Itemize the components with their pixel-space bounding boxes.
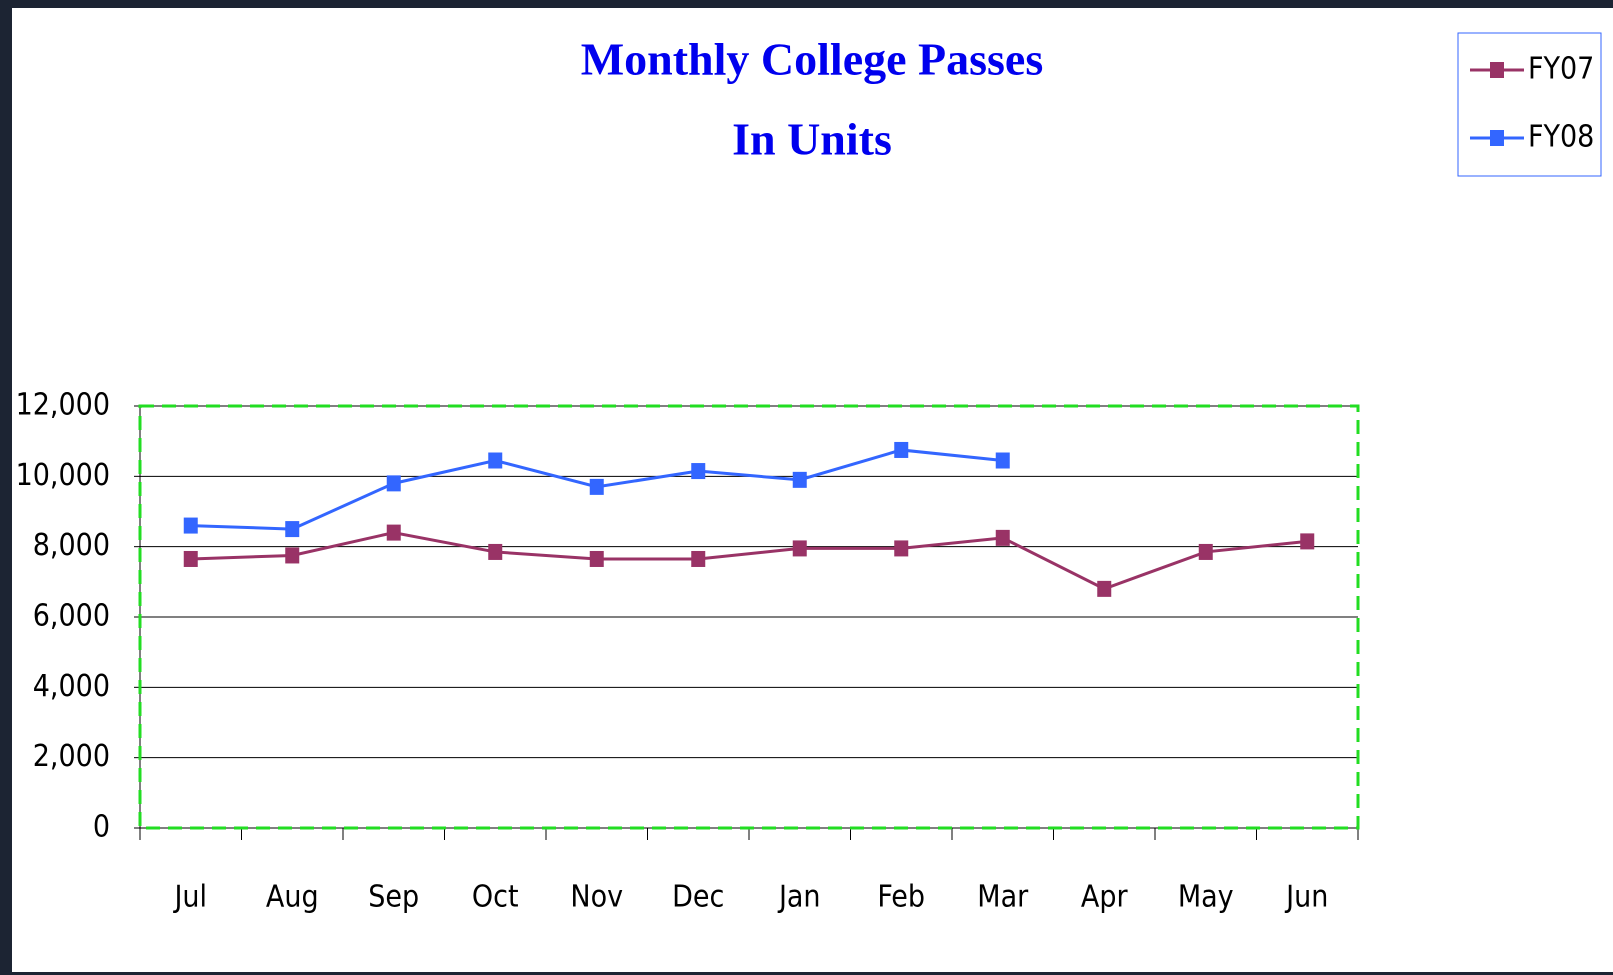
series-line: [190, 531, 1308, 591]
point-marker: [691, 463, 706, 480]
legend-label: FY08: [1528, 120, 1594, 155]
x-tick-label: Nov: [570, 880, 623, 915]
chart-subtitle: In Units: [732, 114, 892, 165]
legend-box: [1457, 32, 1602, 177]
x-tick-label: Jun: [1284, 880, 1328, 915]
y-tick-label: 2,000: [33, 739, 110, 774]
point-marker: [1198, 543, 1213, 560]
y-tick-label: 0: [93, 810, 110, 845]
point-marker: [183, 550, 198, 567]
point-marker: [488, 452, 503, 469]
x-tick-label: Oct: [472, 880, 519, 915]
point-marker: [894, 540, 909, 557]
x-tick-label: Jan: [777, 880, 821, 915]
point-marker: [691, 550, 706, 567]
point-marker: [386, 475, 401, 492]
y-tick-label: 10,000: [16, 458, 110, 493]
point-marker: [183, 517, 198, 534]
point-marker: [792, 471, 807, 488]
plot-border: [138, 404, 1360, 830]
legend-marker: [1490, 62, 1504, 78]
point-marker: [894, 441, 909, 458]
point-marker: [285, 547, 300, 564]
point-marker: [589, 550, 604, 567]
panel: [12, 8, 1613, 972]
point-marker: [386, 524, 401, 541]
y-tick-label: 12,000: [16, 388, 110, 423]
point-marker: [285, 521, 300, 538]
x-tick-label: Apr: [1081, 880, 1129, 915]
point-marker: [995, 452, 1010, 469]
point-marker: [995, 529, 1010, 546]
x-tick-label: Jul: [172, 880, 207, 915]
y-tick-label: 8,000: [33, 528, 110, 563]
point-marker: [589, 478, 604, 495]
x-tick-label: Feb: [877, 880, 925, 915]
x-tick-label: Aug: [266, 880, 319, 915]
chart-title: Monthly College Passes: [581, 34, 1044, 85]
x-tick-label: Dec: [672, 880, 724, 915]
point-marker: [488, 543, 503, 560]
point-marker: [1300, 533, 1315, 550]
legend-label: FY07: [1528, 52, 1594, 87]
point-marker: [1097, 580, 1112, 597]
x-tick-label: Mar: [977, 880, 1029, 915]
y-tick-label: 6,000: [33, 599, 110, 634]
x-tick-label: Sep: [368, 880, 419, 915]
point-marker: [792, 540, 807, 557]
y-tick-label: 4,000: [33, 669, 110, 704]
legend-marker: [1490, 130, 1504, 146]
x-tick-label: May: [1178, 880, 1234, 915]
